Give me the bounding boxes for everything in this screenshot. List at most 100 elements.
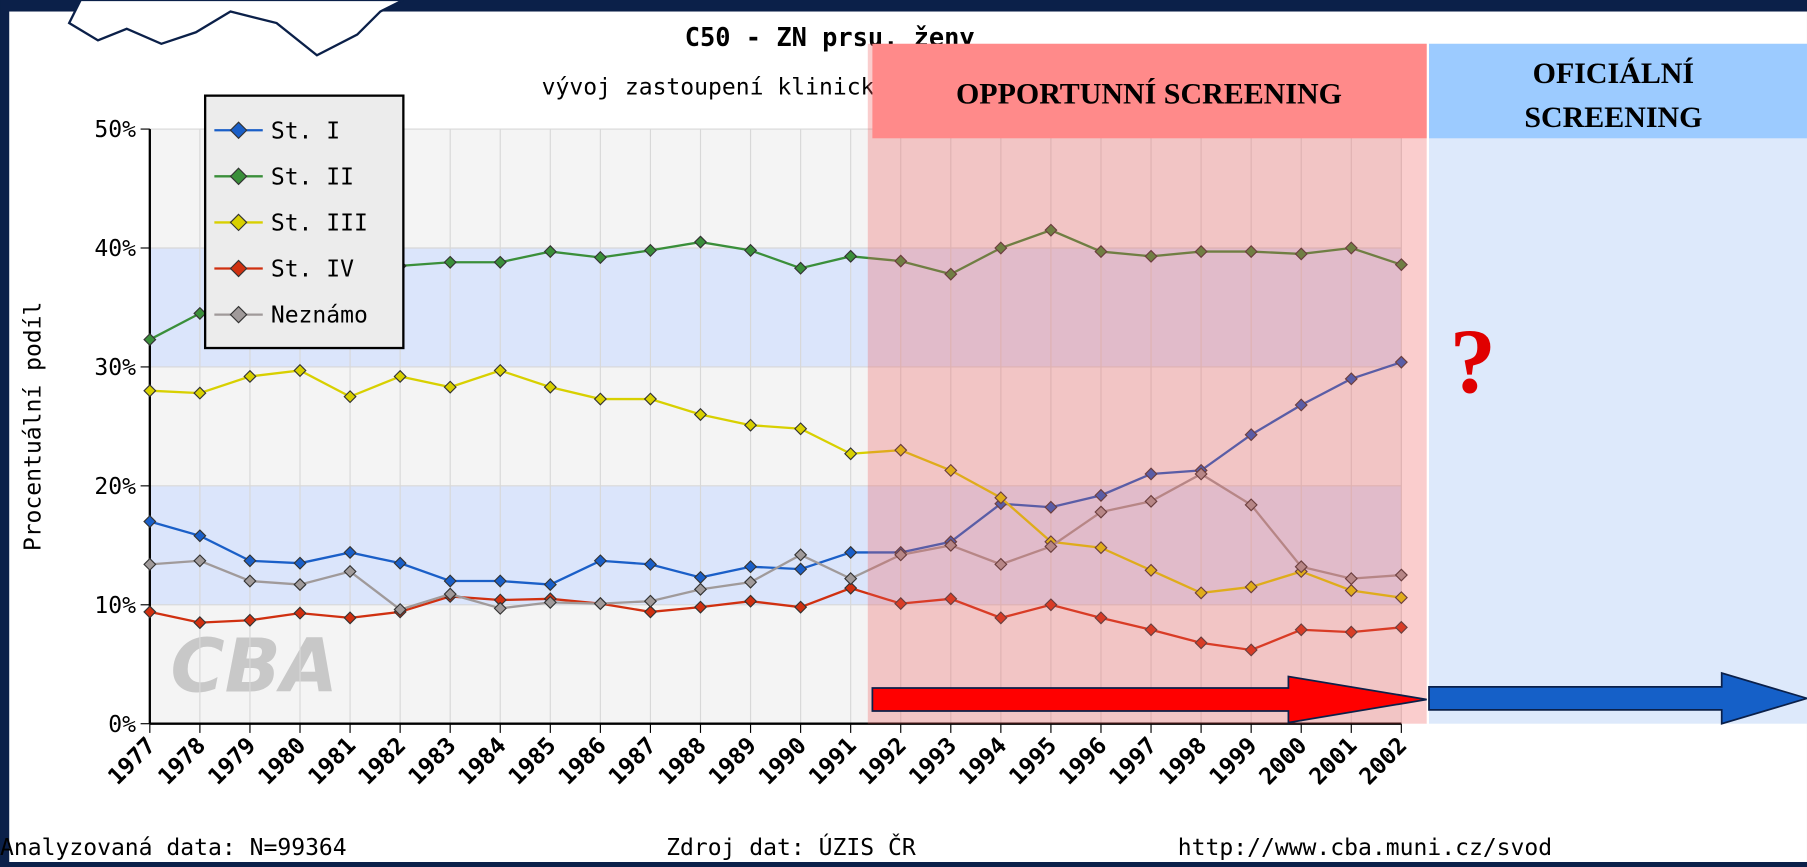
y-tick-label: 30% <box>94 355 136 381</box>
marker <box>593 597 607 611</box>
marker <box>243 574 257 588</box>
marker <box>593 250 607 265</box>
legend-marker <box>229 305 248 324</box>
marker <box>693 600 708 614</box>
official-label: OFICIÁLNÍ <box>1533 57 1694 90</box>
marker <box>844 447 858 461</box>
marker <box>1394 620 1408 634</box>
marker <box>1144 623 1158 637</box>
marker <box>844 581 858 595</box>
question-mark: ? <box>1450 310 1496 412</box>
marker <box>1344 583 1358 598</box>
marker <box>643 605 658 619</box>
marker <box>994 241 1008 255</box>
marker <box>293 556 307 570</box>
marker <box>1194 586 1208 600</box>
marker <box>1044 223 1058 237</box>
marker <box>393 369 407 384</box>
legend-marker <box>229 167 248 186</box>
marker <box>1294 623 1308 637</box>
footer-right: http://www.cba.muni.cz/svod <box>1178 835 1552 861</box>
marker <box>844 545 858 560</box>
marker <box>293 577 307 592</box>
marker <box>1194 636 1208 650</box>
red-arrow <box>871 675 1427 724</box>
marker <box>944 592 958 606</box>
marker <box>1094 488 1108 502</box>
marker <box>343 545 357 560</box>
marker <box>193 386 207 400</box>
marker <box>944 463 958 477</box>
marker <box>193 554 207 568</box>
marker <box>844 249 858 263</box>
marker <box>1094 244 1108 259</box>
marker <box>493 601 507 615</box>
marker <box>1094 541 1108 555</box>
series-line <box>149 586 1402 652</box>
marker <box>894 597 908 611</box>
opportunistic-header <box>872 43 1427 139</box>
marker <box>343 611 357 625</box>
marker <box>343 564 357 579</box>
marker <box>1044 500 1058 514</box>
marker <box>243 554 257 568</box>
marker <box>1294 247 1308 261</box>
marker <box>493 255 507 269</box>
marker <box>1344 625 1358 639</box>
marker <box>743 418 758 432</box>
marker <box>693 582 708 596</box>
marker <box>894 254 908 268</box>
marker <box>643 594 658 608</box>
opportunistic-label: OPPORTUNNÍ SCREENING <box>956 78 1342 111</box>
blue-arrow <box>1428 671 1807 725</box>
footer-center: Zdroj dat: ÚZIS ČR <box>666 833 916 861</box>
official-zone <box>1428 43 1807 724</box>
marker <box>643 392 658 406</box>
y-tick-label: 50% <box>94 117 136 143</box>
marker <box>1394 568 1408 582</box>
marker <box>1294 398 1308 412</box>
marker <box>443 255 457 269</box>
marker <box>1394 258 1408 272</box>
marker <box>193 616 207 630</box>
marker <box>643 557 658 571</box>
legend-label: St. I <box>271 118 340 144</box>
marker <box>1244 428 1258 442</box>
marker <box>1194 467 1208 481</box>
marker <box>143 332 157 347</box>
marker <box>543 380 557 394</box>
marker <box>293 606 307 620</box>
band <box>149 485 1402 605</box>
marker <box>243 613 257 627</box>
marker <box>794 261 808 275</box>
marker <box>1144 563 1158 577</box>
marker <box>1144 249 1158 263</box>
marker <box>143 384 157 398</box>
marker <box>193 529 207 543</box>
map-outline <box>67 0 404 57</box>
marker <box>1344 241 1358 255</box>
marker <box>794 562 808 576</box>
marker <box>243 369 257 384</box>
legend-label: Neznámo <box>271 303 368 329</box>
footer-left: Analyzovaná data: N=99364 <box>0 835 347 861</box>
marker <box>794 548 808 562</box>
watermark: CBA <box>171 624 338 709</box>
marker <box>1394 591 1408 605</box>
overlays: OPPORTUNNÍ SCREENING OFICIÁLNÍ SCREENING? <box>867 43 1807 725</box>
marker <box>493 363 507 378</box>
marker <box>543 244 557 259</box>
marker <box>944 267 958 281</box>
marker <box>1394 355 1408 369</box>
marker <box>994 491 1008 505</box>
marker <box>743 243 758 257</box>
marker <box>743 575 758 589</box>
marker <box>393 602 407 617</box>
marker <box>1244 244 1258 259</box>
marker <box>643 243 658 257</box>
opportunistic-zone <box>867 43 1427 724</box>
legend-marker <box>229 121 248 140</box>
marker <box>693 407 708 422</box>
legend-marker <box>229 259 248 278</box>
